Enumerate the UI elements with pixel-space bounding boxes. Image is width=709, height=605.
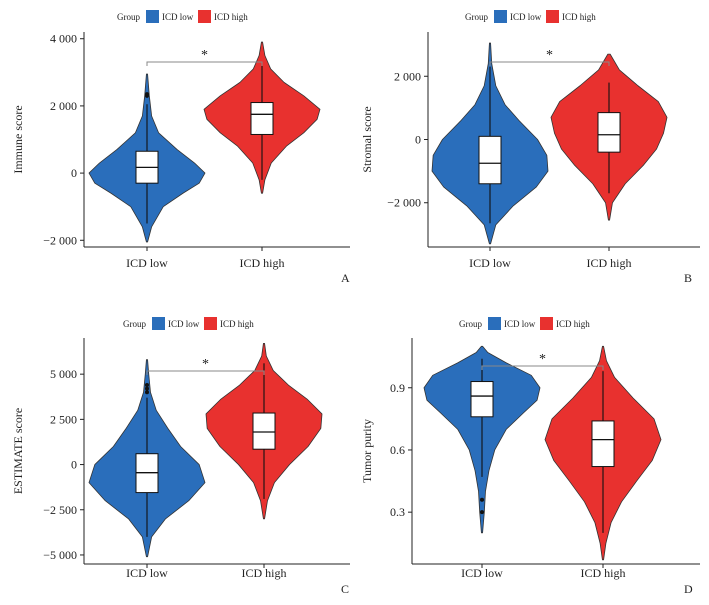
significance-bracket: * — [146, 48, 263, 66]
y-tick-label: 0 — [71, 166, 77, 180]
y-tick-label: 4 000 — [50, 32, 77, 46]
box — [597, 112, 621, 153]
legend-label-icd-high: ICD high — [220, 319, 254, 329]
violin-icd-low — [88, 359, 206, 558]
y-axis-label: Stromal score — [360, 106, 374, 172]
legend-swatch-icd-high — [540, 317, 553, 330]
outlier-point — [145, 390, 149, 395]
x-tick-label: ICD high — [581, 566, 626, 580]
legend-swatch-icd-low — [488, 317, 501, 330]
panel-label: D — [684, 582, 693, 596]
y-tick-label: 0 — [415, 133, 421, 147]
legend-label-icd-high: ICD high — [214, 12, 248, 22]
y-tick-label: 0.6 — [390, 443, 405, 457]
bracket-line — [146, 370, 265, 375]
y-axis-label: ESTIMATE score — [11, 408, 25, 494]
outlier-point — [145, 92, 149, 97]
bracket-line — [146, 61, 263, 66]
legend: Group ICD low ICD high — [117, 10, 248, 23]
violin-icd-high — [205, 343, 323, 520]
box — [591, 420, 615, 468]
significance-star: * — [201, 48, 208, 63]
legend-label-icd-high: ICD high — [562, 12, 596, 22]
legend-title: Group — [465, 12, 488, 22]
legend-swatch-icd-high — [204, 317, 217, 330]
y-axis-label: Immune score — [11, 105, 25, 173]
violin-icd-high — [203, 41, 321, 194]
violin-icd-high — [550, 53, 668, 221]
legend-label-icd-low: ICD low — [510, 12, 542, 22]
outlier-point — [480, 497, 484, 502]
x-tick-label: ICD high — [242, 566, 287, 580]
significance-star: * — [202, 357, 209, 372]
y-tick-label: 0.9 — [390, 381, 405, 395]
y-tick-label: 5 000 — [50, 367, 77, 381]
significance-star: * — [546, 48, 553, 63]
y-tick-label: −2 000 — [43, 233, 77, 247]
y-tick-label: 2 000 — [50, 99, 77, 113]
legend-title: Group — [117, 12, 140, 22]
legend: Group ICD low ICD high — [465, 10, 596, 23]
violin-icd-high — [544, 345, 662, 561]
y-axis-label: Tumor purity — [360, 419, 374, 483]
x-tick-label: ICD low — [461, 566, 503, 580]
y-tick-label: −2 500 — [43, 503, 77, 517]
legend-swatch-icd-low — [494, 10, 507, 23]
y-tick-label: 2 500 — [50, 412, 77, 426]
legend-label-icd-high: ICD high — [556, 319, 590, 329]
significance-bracket: * — [489, 48, 610, 66]
violin-icd-low — [431, 42, 549, 245]
legend-label-icd-low: ICD low — [168, 319, 200, 329]
bracket-line — [481, 365, 604, 370]
violin-icd-low — [88, 73, 206, 243]
x-tick-label: ICD high — [240, 256, 285, 270]
box — [252, 412, 276, 450]
panel-label: B — [684, 271, 692, 285]
significance-bracket: * — [481, 352, 604, 370]
y-tick-label: 2 000 — [394, 69, 421, 83]
legend-swatch-icd-high — [198, 10, 211, 23]
box — [478, 135, 502, 185]
x-tick-label: ICD low — [126, 566, 168, 580]
y-tick-label: −5 000 — [43, 548, 77, 562]
legend-title: Group — [459, 319, 482, 329]
y-tick-label: 0 — [71, 458, 77, 472]
legend: Group ICD low ICD high — [123, 317, 254, 330]
box — [470, 381, 494, 418]
violin-icd-low — [423, 345, 541, 534]
outlier-point — [145, 386, 149, 391]
bracket-line — [489, 61, 610, 66]
legend-swatch-icd-low — [146, 10, 159, 23]
panel-label: A — [341, 271, 350, 285]
y-tick-label: −2 000 — [387, 196, 421, 210]
violin-panel-A: Group ICD low ICD high −2 000 0 2 000 4 000 Imm… — [11, 10, 350, 285]
legend-title: Group — [123, 319, 146, 329]
box — [250, 102, 274, 135]
x-tick-label: ICD low — [126, 256, 168, 270]
violin-panel-B: Group ICD low ICD high −2 000 0 2 000 Stromal … — [360, 10, 700, 285]
legend-swatch-icd-high — [546, 10, 559, 23]
significance-star: * — [539, 352, 546, 367]
violin-panel-C: Group ICD low ICD high −5 000 −2 500 0 2 500 5 … — [11, 317, 350, 596]
x-tick-label: ICD low — [469, 256, 511, 270]
violin-panel-D: Group ICD low ICD high 0.3 0.6 0.9 Tumor purit… — [360, 317, 700, 596]
outlier-point — [480, 510, 484, 515]
significance-bracket: * — [146, 357, 265, 375]
legend-label-icd-low: ICD low — [504, 319, 536, 329]
y-tick-label: 0.3 — [390, 505, 405, 519]
x-tick-label: ICD high — [587, 256, 632, 270]
legend-swatch-icd-low — [152, 317, 165, 330]
legend: Group ICD low ICD high — [459, 317, 590, 330]
outlier-point — [145, 383, 149, 388]
legend-label-icd-low: ICD low — [162, 12, 194, 22]
panel-label: C — [341, 582, 349, 596]
